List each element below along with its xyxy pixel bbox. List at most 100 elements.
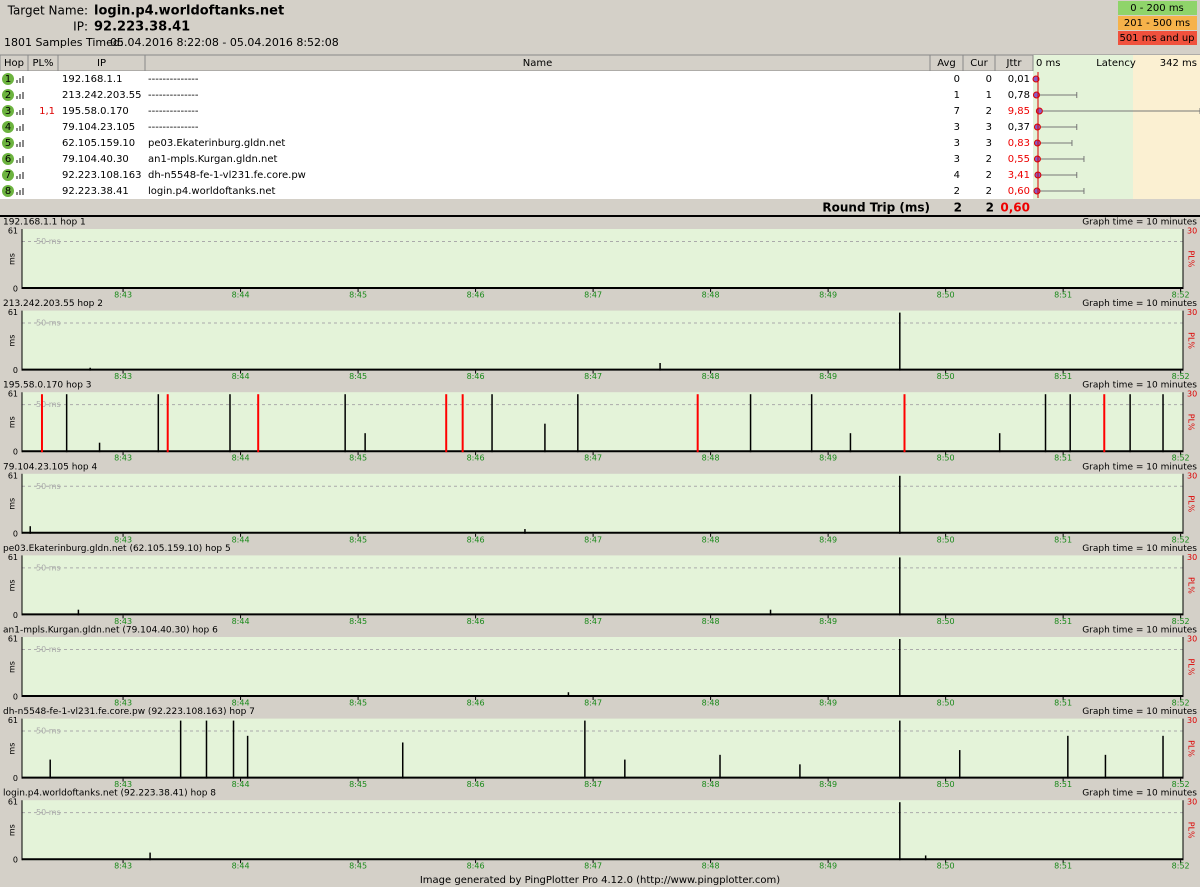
legend-label: 501 ms and up (1119, 33, 1194, 44)
target-label: Target Name: (7, 4, 88, 18)
latency-avg (1033, 123, 1041, 131)
x-tick-label: 8:50 (937, 617, 955, 626)
name: an1-mpls.Kurgan.gldn.net (148, 154, 277, 165)
y-axis-label: ms (8, 335, 17, 347)
y-axis-label: ms (8, 579, 17, 591)
hop-bars-icon (16, 144, 18, 147)
x-tick-label: 8:43 (114, 372, 132, 381)
latency-header: Latency (1096, 58, 1136, 69)
graph-title: 79.104.23.105 hop 4 (3, 462, 97, 472)
hop-icon (2, 185, 14, 197)
name: -------------- (148, 74, 199, 85)
y-tick-label: 61 (8, 635, 18, 644)
ip: 79.104.23.105 (62, 122, 135, 133)
jttr: 0,78 (1008, 90, 1030, 101)
hop-bars-icon (22, 156, 24, 163)
x-tick-label: 8:43 (114, 535, 132, 544)
y-axis-label: ms (8, 824, 17, 836)
ip: 92.223.38.41 (94, 20, 190, 35)
legend-swatch (1118, 31, 1197, 45)
avg: 2 (954, 186, 960, 197)
threshold-label: 50 ms (36, 482, 61, 491)
x-tick-label: 8:48 (702, 535, 720, 544)
round-trip-cur: 2 (986, 201, 994, 215)
x-tick-label: 8:49 (819, 291, 837, 300)
cur: 3 (986, 138, 992, 149)
column-header: Jttr (1006, 58, 1023, 69)
x-tick-label: 8:44 (232, 454, 250, 463)
hop-bars-icon (16, 192, 18, 195)
x-tick-label: 8:45 (349, 780, 367, 789)
x-tick-label: 8:51 (1054, 699, 1072, 708)
cur: 3 (986, 122, 992, 133)
hop-bars-icon (19, 142, 21, 147)
legend-swatch (1118, 1, 1197, 15)
y2-axis-label: PL% (1187, 740, 1196, 757)
x-tick-label: 8:47 (584, 617, 602, 626)
ip: 62.105.159.10 (62, 138, 135, 149)
footer: Image generated by PingPlotter Pro 4.12.… (420, 875, 780, 886)
column-header: Name (523, 58, 553, 69)
x-tick-label: 8:47 (584, 780, 602, 789)
x-tick-label: 8:47 (584, 291, 602, 300)
x-tick-label: 8:44 (232, 862, 250, 871)
hop-bars-icon (19, 126, 21, 131)
x-tick-label: 8:50 (937, 699, 955, 708)
column-header: Hop (4, 58, 24, 69)
x-tick-label: 8:43 (114, 780, 132, 789)
avg: 1 (954, 90, 960, 101)
hop-bars-icon (16, 160, 18, 163)
cur: 2 (986, 186, 992, 197)
name: dh-n5548-fe-1-vl231.fe.core.pw (148, 170, 306, 181)
ip: 92.223.108.163 (62, 170, 142, 181)
hop-bars-icon (22, 188, 24, 195)
y2-tick-label: 30 (1187, 390, 1197, 399)
hop: 2 (5, 90, 11, 101)
x-tick-label: 8:52 (1172, 291, 1190, 300)
x-tick-label: 8:45 (349, 372, 367, 381)
x-tick-label: 8:49 (819, 617, 837, 626)
hop-bars-icon (22, 140, 24, 147)
latency-avg (1033, 139, 1041, 147)
hop-icon (2, 89, 14, 101)
x-tick-label: 8:44 (232, 699, 250, 708)
name: -------------- (148, 106, 199, 117)
column-header: Avg (937, 58, 956, 69)
cur: 2 (986, 170, 992, 181)
graph-note: Graph time = 10 minutes (1082, 707, 1197, 717)
cur: 0 (986, 74, 992, 85)
x-tick-label: 8:52 (1172, 535, 1190, 544)
x-tick-label: 8:45 (349, 862, 367, 871)
y-tick-label: 61 (8, 798, 18, 807)
x-tick-label: 8:48 (702, 862, 720, 871)
y2-tick-label: 30 (1187, 553, 1197, 562)
x-tick-label: 8:44 (232, 780, 250, 789)
hop-bars-icon (16, 80, 18, 83)
x-tick-label: 8:45 (349, 617, 367, 626)
x-tick-label: 8:45 (349, 699, 367, 708)
y2-tick-label: 30 (1187, 716, 1197, 725)
y2-tick-label: 30 (1187, 635, 1197, 644)
x-tick-label: 8:44 (232, 291, 250, 300)
x-tick-label: 8:45 (349, 291, 367, 300)
x-tick-label: 8:51 (1054, 535, 1072, 544)
time-range: 05.04.2016 8:22:08 - 05.04.2016 8:52:08 (110, 36, 339, 49)
graph-note: Graph time = 10 minutes (1082, 218, 1197, 228)
hop-bars-icon (19, 174, 21, 179)
y-tick-label: 0 (13, 774, 18, 783)
y-axis-label: ms (8, 253, 17, 265)
latency-avg (1033, 187, 1041, 195)
x-tick-label: 8:46 (467, 699, 485, 708)
graph-area (22, 555, 1183, 616)
ip: 192.168.1.1 (62, 74, 122, 85)
hop-bars-icon (22, 76, 24, 83)
hop-icon (2, 105, 14, 117)
y2-axis-label: PL% (1187, 659, 1196, 676)
y-tick-label: 61 (8, 471, 18, 480)
x-tick-label: 8:49 (819, 862, 837, 871)
graph-area (22, 229, 1183, 289)
x-tick-label: 8:47 (584, 372, 602, 381)
y-tick-label: 61 (8, 553, 18, 562)
x-tick-label: 8:51 (1054, 454, 1072, 463)
graph-title: dh-n5548-fe-1-vl231.fe.core.pw (92.223.1… (3, 707, 255, 717)
